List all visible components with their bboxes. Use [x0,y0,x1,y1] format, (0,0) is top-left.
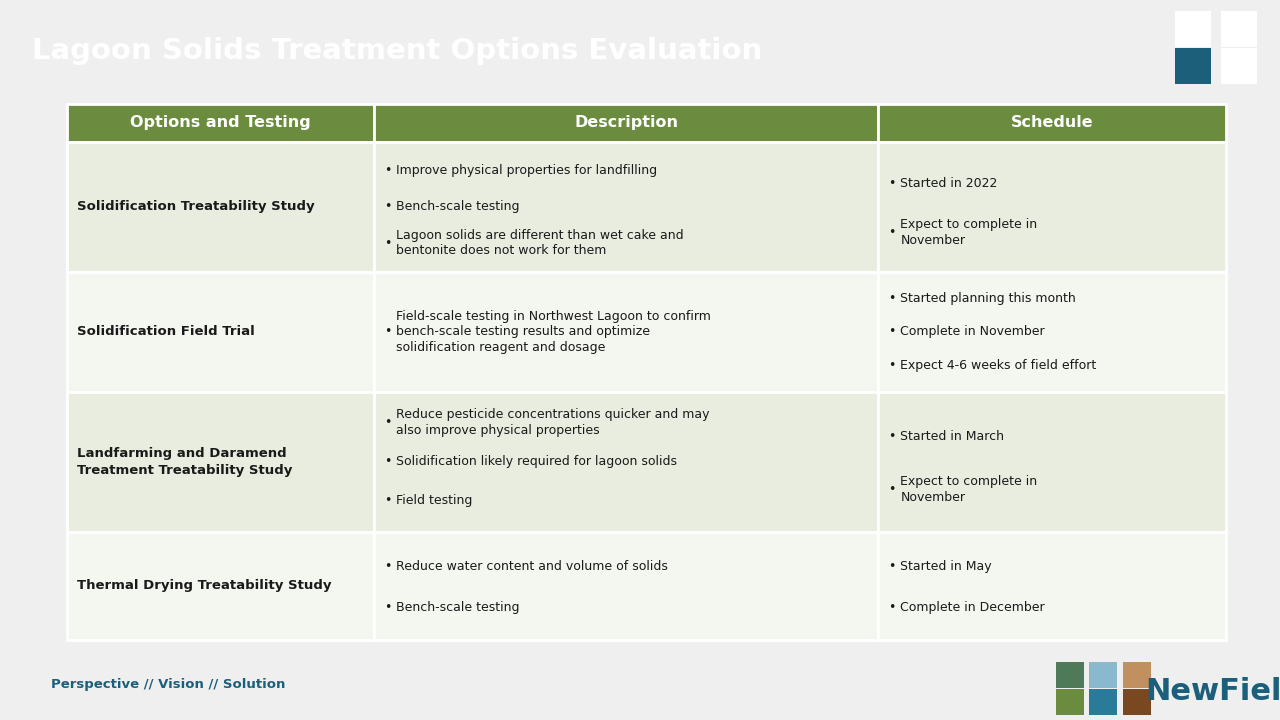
Text: Field-scale testing in Northwest Lagoon to confirm
bench-scale testing results a: Field-scale testing in Northwest Lagoon … [396,310,710,354]
Bar [1221,11,1257,47]
Text: •: • [384,325,392,338]
Text: •: • [384,237,392,250]
Bar [374,104,878,142]
Bar [878,142,1226,271]
Text: Started planning this month: Started planning this month [900,292,1076,305]
Bar [878,104,1226,142]
Bar [1123,662,1151,688]
Text: •: • [384,163,392,177]
Text: Bench-scale testing: Bench-scale testing [396,200,520,213]
Text: Solidification Field Trial: Solidification Field Trial [77,325,255,338]
Bar [374,531,878,639]
Bar [67,104,374,142]
Text: •: • [888,177,896,190]
Text: Reduce water content and volume of solids: Reduce water content and volume of solid… [396,559,668,572]
Bar [67,392,374,531]
Text: •: • [888,559,896,572]
Text: Solidification Treatability Study: Solidification Treatability Study [77,200,314,213]
Bar [878,531,1226,639]
Text: •: • [384,600,392,613]
Text: Reduce pesticide concentrations quicker and may
also improve physical properties: Reduce pesticide concentrations quicker … [396,408,709,437]
Text: Started in March: Started in March [900,430,1005,443]
Text: Perspective // Vision // Solution: Perspective // Vision // Solution [51,678,285,691]
Text: Expect to complete in
November: Expect to complete in November [900,475,1038,504]
Text: Solidification likely required for lagoon solids: Solidification likely required for lagoo… [396,455,677,468]
Text: Lagoon Solids Treatment Options Evaluation: Lagoon Solids Treatment Options Evaluati… [32,37,763,66]
Bar [878,392,1226,531]
Text: Thermal Drying Treatability Study: Thermal Drying Treatability Study [77,579,332,592]
Text: •: • [384,455,392,468]
Text: •: • [888,359,896,372]
Text: Field testing: Field testing [396,495,472,508]
Text: •: • [888,483,896,496]
Text: Lagoon solids are different than wet cake and
bentonite does not work for them: Lagoon solids are different than wet cak… [396,229,684,257]
Text: Expect 4-6 weeks of field effort: Expect 4-6 weeks of field effort [900,359,1097,372]
Bar [1123,688,1151,714]
Text: •: • [384,200,392,213]
Bar [1056,662,1084,688]
Text: Complete in November: Complete in November [900,325,1044,338]
Text: Complete in December: Complete in December [900,600,1044,613]
Bar [1175,11,1211,47]
Text: •: • [888,292,896,305]
Text: Landfarming and Daramend
Treatment Treatability Study: Landfarming and Daramend Treatment Treat… [77,446,292,477]
Text: •: • [888,430,896,443]
Bar [67,271,374,392]
Text: Description: Description [575,115,678,130]
Text: •: • [888,600,896,613]
Text: •: • [888,226,896,239]
Bar [374,142,878,271]
Text: Options and Testing: Options and Testing [129,115,311,130]
Text: •: • [888,325,896,338]
Text: Bench-scale testing: Bench-scale testing [396,600,520,613]
Bar [1056,688,1084,714]
Text: •: • [384,559,392,572]
Bar [1089,688,1117,714]
Bar [67,142,374,271]
Text: Expect to complete in
November: Expect to complete in November [900,218,1038,247]
Text: Started in May: Started in May [900,559,992,572]
Text: •: • [384,416,392,429]
Bar [1175,48,1211,84]
Bar [67,531,374,639]
Text: NewFields: NewFields [1146,677,1280,706]
Bar [878,271,1226,392]
Text: Schedule: Schedule [1011,115,1093,130]
Bar [1221,48,1257,84]
Bar [374,271,878,392]
Text: Improve physical properties for landfilling: Improve physical properties for landfill… [396,163,657,177]
Text: Started in 2022: Started in 2022 [900,177,997,190]
Bar [374,392,878,531]
Bar [1089,662,1117,688]
Text: •: • [384,495,392,508]
